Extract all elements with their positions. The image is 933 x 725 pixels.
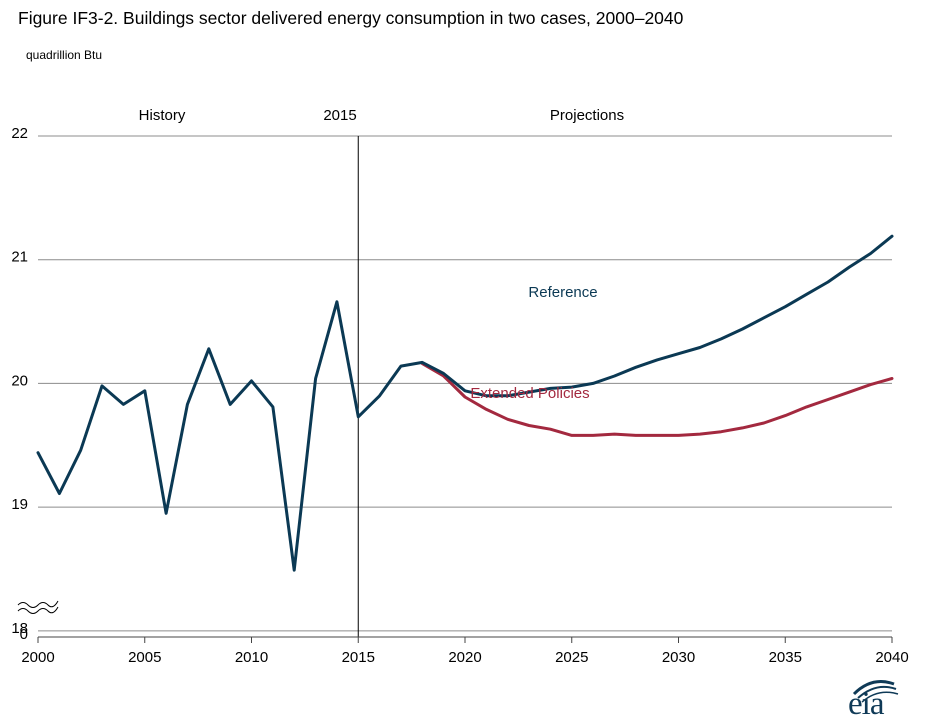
divider-year-label: 2015 (323, 107, 356, 124)
x-tick-label-2025: 2025 (555, 649, 588, 666)
unit-label: quadrillion Btu (26, 48, 103, 62)
history-label: History (139, 107, 186, 124)
x-tick-label-2020: 2020 (448, 649, 481, 666)
x-tick-label-2000: 2000 (21, 649, 54, 666)
y-tick-label-18: 18 (11, 620, 28, 637)
x-tick-label-2030: 2030 (662, 649, 695, 666)
eia-logo (852, 680, 899, 703)
x-tick-label-2005: 2005 (128, 649, 161, 666)
series-label-extended-policies: Extended Policies (470, 385, 589, 402)
eia-logo-text: eia (848, 686, 884, 722)
x-tick-label-2035: 2035 (769, 649, 802, 666)
axis-break-mark-lower (17, 606, 59, 614)
chart-title: Figure IF3-2. Buildings sector delivered… (18, 8, 684, 28)
projections-label: Projections (550, 107, 624, 124)
x-tick-label-2040: 2040 (875, 649, 908, 666)
x-tick-label-2010: 2010 (235, 649, 268, 666)
y-tick-label-20: 20 (11, 372, 28, 389)
axis-break-mark-upper (17, 600, 59, 608)
series-label-reference: Reference (528, 284, 597, 301)
series-line-extended-policies (420, 362, 894, 437)
y-tick-label-21: 21 (11, 249, 28, 266)
y-tick-label-22: 22 (11, 125, 28, 142)
series-line-reference (36, 234, 894, 572)
y-tick-label-19: 19 (11, 496, 28, 513)
x-tick-label-2015: 2015 (342, 649, 375, 666)
y-tick-label-0: 0 (20, 626, 28, 643)
